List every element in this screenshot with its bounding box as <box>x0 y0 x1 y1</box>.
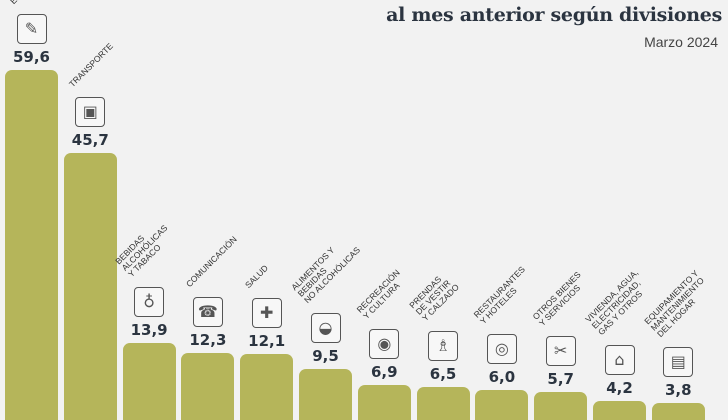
bar <box>475 390 529 420</box>
category-label: EQUIPAMIENTO Y MANTENIMIENTO DEL HOGAR <box>641 268 706 340</box>
food-bowl-icon: ◒ <box>310 313 341 344</box>
category-label: EDUCACIÓN <box>8 0 51 6</box>
category-label: ALIMENTOS Y BEBIDAS NO ALCOHÓLICAS <box>289 245 363 306</box>
education-icon: ✎ <box>16 14 47 45</box>
bar <box>534 391 588 420</box>
category-label: BEBIDAS ALCOHÓLICAS Y TABACO <box>112 222 169 280</box>
bar <box>416 387 470 420</box>
bar <box>240 353 294 420</box>
bar <box>5 70 58 420</box>
camera-icon: ◉ <box>369 328 400 359</box>
value-label: 3,8 <box>665 381 692 400</box>
value-label: 13,9 <box>130 321 168 340</box>
value-label: 12,3 <box>189 330 227 349</box>
category-label: COMUNICACIÓN <box>184 233 240 289</box>
phone-icon: ☎ <box>192 296 223 327</box>
value-label: 9,5 <box>312 347 339 366</box>
chart-subtitle: Marzo 2024 <box>644 34 718 50</box>
wine-bottle-icon: ♁ <box>134 287 165 318</box>
house-documents-icon: ⌂ <box>604 344 635 375</box>
value-label: 4,2 <box>606 378 633 397</box>
bus-icon: ▣ <box>75 97 106 128</box>
bar <box>299 369 352 420</box>
clothes-icon: ♗ <box>428 331 459 362</box>
hospital-icon: ✚ <box>251 297 282 328</box>
value-label: 6,5 <box>429 365 457 384</box>
plate-suitcase-icon: ◎ <box>486 334 517 365</box>
microwave-icon: ▤ <box>663 347 694 378</box>
category-label: PRENDAS DE VESTIR Y CALZADO <box>406 274 461 324</box>
category-label: OTROS BIENES Y SERVICIOS <box>530 269 583 328</box>
category-label: TRANSPORTE <box>66 41 115 90</box>
bar <box>357 384 411 420</box>
category-label: VIVIENDA, AGUA, ELECTRICIDAD, GAS Y OTRO… <box>583 267 645 337</box>
category-label: SALUD <box>243 262 271 290</box>
bar <box>122 343 176 420</box>
value-label: 5,7 <box>547 369 574 388</box>
chart-title: al mes anterior según divisiones <box>386 4 722 26</box>
category-label: RESTAURANTES Y HOTELES <box>471 264 528 327</box>
bar-chart: 59,6 ✎ EDUCACIÓN 45,7 ▣ TRANSPORTE 13,9 ♁ BEBIDA… <box>5 0 706 420</box>
bar <box>593 400 646 420</box>
bar <box>181 352 235 420</box>
category-label: RECREACIÓN Y CULTURA <box>354 267 402 321</box>
value-label: 12,1 <box>248 331 286 350</box>
value-label: 59,6 <box>12 48 50 67</box>
bar <box>63 153 117 420</box>
scissors-ribbon-icon: ✂ <box>545 335 576 366</box>
value-label: 6,0 <box>488 368 516 387</box>
bar <box>651 403 705 420</box>
value-label: 45,7 <box>71 131 109 150</box>
value-label: 6,9 <box>371 362 398 381</box>
